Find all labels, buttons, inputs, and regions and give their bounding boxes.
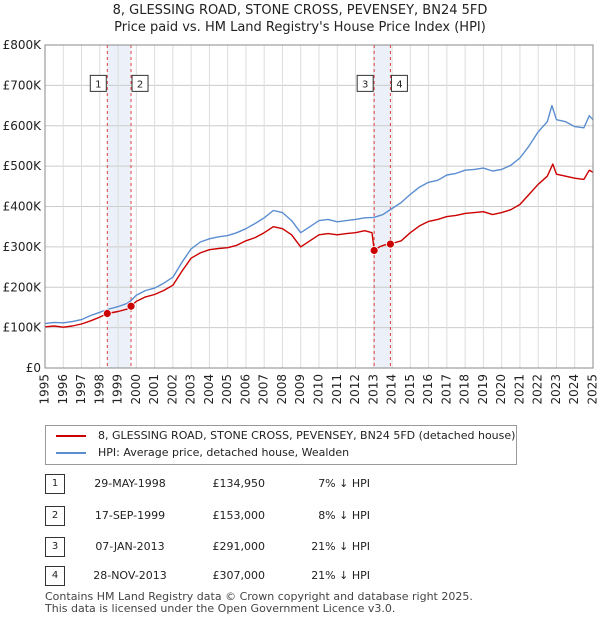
x-tick-label: 2017 (439, 374, 453, 405)
x-tick-label: 2010 (312, 374, 326, 405)
transaction-number-label: 4 (396, 79, 402, 90)
chart-legend: 8, GLESSING ROAD, STONE CROSS, PEVENSEY,… (45, 425, 517, 465)
x-tick-label: 2021 (512, 374, 526, 405)
y-tick-label: £500K (3, 159, 43, 173)
y-tick-label: £300K (3, 240, 43, 254)
series-line (44, 163, 594, 328)
transaction-point (102, 309, 112, 318)
transaction-number-label: 3 (362, 79, 368, 90)
transaction-point (386, 239, 395, 249)
transaction-date: 29-MAY-1998 (94, 477, 166, 490)
x-tick-label: 2001 (147, 374, 161, 405)
x-tick-label: 1996 (56, 374, 70, 405)
price-chart: £0 £100K £200K £300K £400K £500K £600K £700K £80… (3, 38, 600, 405)
transaction-number-box (390, 74, 408, 92)
x-tick-label: 2023 (549, 374, 563, 405)
transaction-number: 3 (45, 537, 65, 557)
plot-frame (44, 44, 594, 369)
x-tick-label: 2003 (184, 374, 198, 405)
x-tick-label: 2011 (330, 374, 344, 405)
legend-label-hpi: HPI: Average price, detached house, Weal… (98, 446, 350, 459)
footer-licence: This data is licensed under the Open Gov… (45, 602, 396, 615)
transaction-number-box (89, 74, 107, 92)
table-row: 3 07-JAN-2013 £291,000 21% ↓ HPI (0, 537, 600, 557)
transaction-price: £134,950 (212, 477, 266, 490)
transaction-hpi-diff: 21% ↓ HPI (311, 540, 370, 553)
x-tick-label: 1999 (111, 374, 125, 405)
x-tick-label: 2014 (385, 374, 399, 405)
transaction-number: 4 (45, 566, 65, 586)
transaction-number-box (356, 74, 374, 92)
x-tick-label: 2012 (348, 374, 362, 405)
x-tick-label: 2004 (202, 374, 216, 405)
transaction-number: 2 (45, 506, 65, 526)
y-tick-label: £700K (3, 78, 43, 92)
y-tick-label: £800K (3, 38, 43, 52)
legend-swatch-property (56, 435, 86, 437)
table-row: 4 28-NOV-2013 £307,000 21% ↓ HPI (0, 566, 600, 586)
x-tick-label: 2022 (531, 374, 545, 405)
transaction-hpi-diff: 21% ↓ HPI (311, 569, 370, 582)
x-tick-label: 2024 (567, 374, 581, 405)
y-tick-label: £400K (3, 200, 43, 214)
x-tick-label: 2007 (257, 374, 271, 405)
x-tick-label: 1998 (92, 374, 106, 405)
transaction-date: 07-JAN-2013 (95, 540, 165, 553)
x-tick-label: 2025 (586, 374, 600, 405)
transaction-date: 28-NOV-2013 (93, 569, 167, 582)
x-tick-label: 2015 (403, 374, 417, 405)
y-tick-label: £100K (3, 321, 43, 335)
transaction-hpi-diff: 7% ↓ HPI (318, 477, 370, 490)
x-tick-label: 2005 (220, 374, 234, 405)
transaction-date: 17-SEP-1999 (94, 509, 166, 522)
x-tick-label: 2018 (458, 374, 472, 405)
transaction-hpi-diff: 8% ↓ HPI (318, 509, 370, 522)
x-tick-label: 2002 (165, 374, 179, 405)
transaction-number-label: 2 (137, 79, 143, 90)
transaction-number: 1 (45, 474, 65, 494)
legend-label-property: 8, GLESSING ROAD, STONE CROSS, PEVENSEY,… (98, 429, 516, 442)
transaction-price: £291,000 (212, 540, 266, 553)
footer-copyright: Contains HM Land Registry data © Crown c… (45, 590, 473, 603)
legend-swatch-hpi (56, 452, 86, 454)
x-tick-label: 2008 (275, 374, 289, 405)
x-tick-label: 2000 (129, 374, 143, 405)
chart-title-line2: Price paid vs. HM Land Registry's House … (114, 20, 486, 35)
y-tick-label: £600K (3, 119, 43, 133)
table-row: 2 17-SEP-1999 £153,000 8% ↓ HPI (0, 506, 600, 526)
series-line (44, 104, 594, 325)
x-tick-label: 2013 (366, 374, 380, 405)
x-tick-label: 2009 (293, 374, 307, 405)
x-tick-label: 2006 (238, 374, 252, 405)
transaction-point (369, 246, 379, 255)
x-tick-label: 2016 (421, 374, 435, 405)
transaction-price: £153,000 (212, 509, 266, 522)
y-tick-label: £0 (26, 361, 41, 375)
y-tick-label: £200K (3, 280, 43, 294)
x-tick-label: 2020 (494, 374, 508, 405)
transaction-point (126, 301, 136, 311)
transaction-number-box (131, 74, 149, 92)
transaction-price: £307,000 (212, 569, 266, 582)
x-tick-label: 1995 (38, 374, 52, 405)
x-tick-label: 2019 (476, 374, 490, 405)
table-row: 1 29-MAY-1998 £134,950 7% ↓ HPI (0, 474, 600, 494)
transaction-number-label: 1 (95, 79, 101, 90)
x-tick-label: 1997 (74, 374, 88, 405)
chart-title-line1: 8, GLESSING ROAD, STONE CROSS, PEVENSEY,… (112, 3, 488, 18)
